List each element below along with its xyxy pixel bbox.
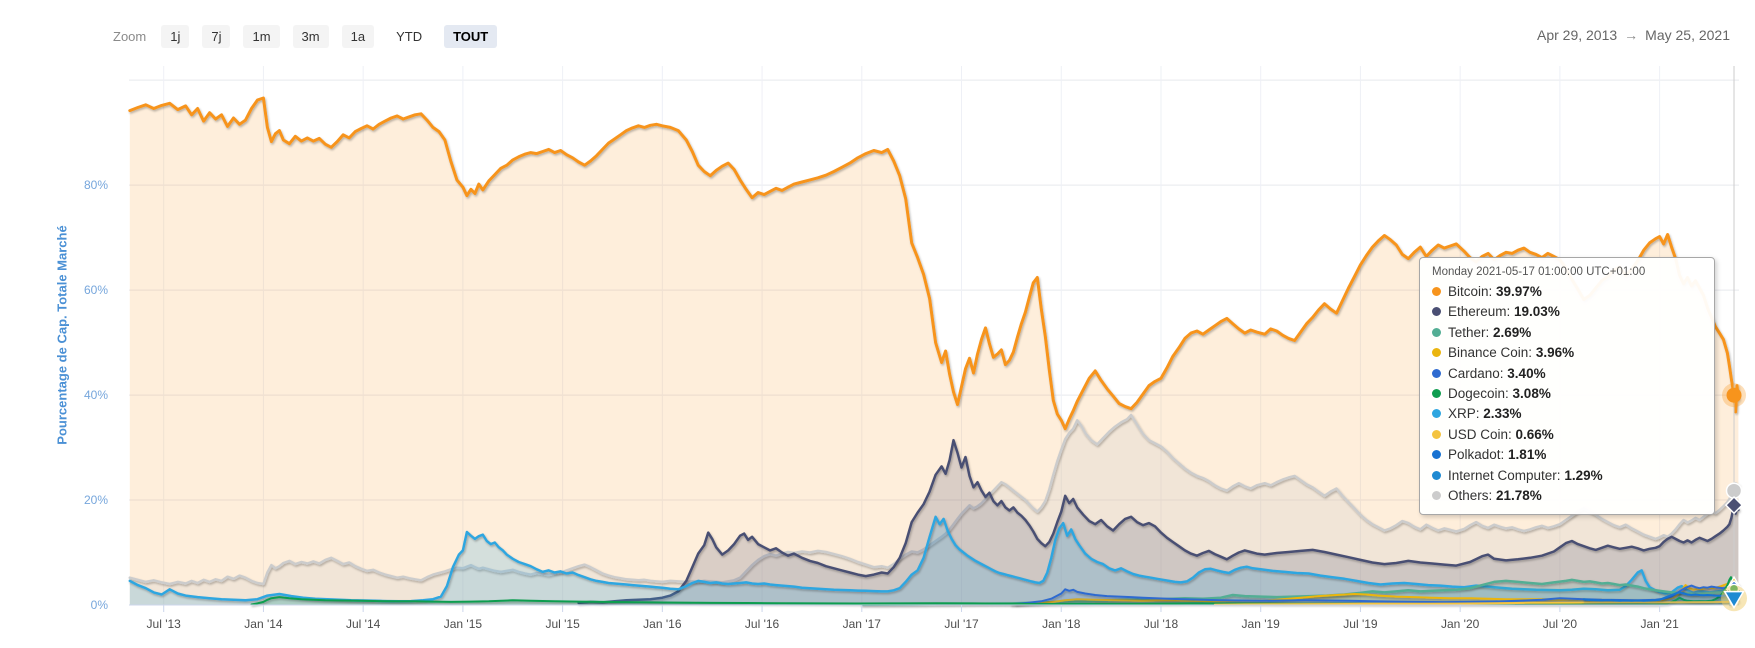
tooltip-row: Cardano: 3.40% (1432, 364, 1702, 384)
series-color-dot (1432, 287, 1441, 296)
svg-text:Jan '21: Jan '21 (1640, 617, 1679, 631)
svg-text:60%: 60% (84, 283, 108, 297)
series-color-dot (1432, 470, 1441, 480)
svg-text:Jul '17: Jul '17 (944, 617, 979, 631)
svg-text:Jul '14: Jul '14 (346, 617, 381, 631)
zoom-button-3m[interactable]: 3m (292, 25, 329, 48)
tooltip-rows: Bitcoin: 39.97% Ethereum: 19.03% Tether: 2… (1432, 282, 1702, 506)
zoom-button-1m[interactable]: 1m (243, 25, 280, 48)
tooltip-row: Polkadot: 1.81% (1432, 445, 1702, 465)
svg-text:40%: 40% (84, 388, 108, 402)
zoom-button-ytd[interactable]: YTD (387, 25, 431, 48)
tooltip-row: Tether: 2.69% (1432, 323, 1702, 343)
series-color-dot (1432, 327, 1441, 337)
zoom-button-7j[interactable]: 7j (202, 25, 231, 48)
svg-text:80%: 80% (84, 178, 108, 192)
zoom-button-tout[interactable]: TOUT (444, 25, 498, 48)
svg-text:Jul '18: Jul '18 (1144, 617, 1179, 631)
svg-text:Jan '16: Jan '16 (643, 617, 682, 631)
svg-text:Jul '20: Jul '20 (1543, 617, 1578, 631)
tooltip-row: Bitcoin: 39.97% (1432, 282, 1702, 302)
zoom-button-1j[interactable]: 1j (161, 25, 190, 48)
series-color-dot (1432, 389, 1441, 399)
tooltip-title: Monday 2021-05-17 01:00:00 UTC+01:00 (1432, 266, 1646, 278)
zoom-toolbar: Zoom 1j 7j 1m 3m 1a YTD TOUT (113, 25, 498, 48)
series-color-dot (1432, 409, 1441, 419)
tooltip-row: Ethereum: 19.03% (1432, 302, 1702, 322)
series-color-dot (1432, 307, 1441, 317)
date-range-to: May 25, 2021 (1645, 27, 1730, 43)
tooltip-row: Others: 21.78% (1432, 486, 1702, 506)
series-color-dot (1432, 348, 1441, 358)
zoom-label: Zoom (113, 29, 147, 44)
tooltip-row: USD Coin: 0.66% (1432, 425, 1702, 445)
svg-text:Jan '15: Jan '15 (444, 617, 483, 631)
series-color-dot (1432, 491, 1441, 501)
tooltip-row: Internet Computer: 1.29% (1432, 466, 1702, 486)
tooltip-row: Binance Coin: 3.96% (1432, 343, 1702, 363)
svg-text:0%: 0% (91, 598, 109, 612)
series-color-dot (1432, 368, 1441, 378)
svg-text:Jul '15: Jul '15 (545, 617, 580, 631)
arrow-right-icon: → (1624, 27, 1639, 43)
svg-text:Jul '13: Jul '13 (147, 617, 182, 631)
svg-text:Jan '18: Jan '18 (1042, 617, 1081, 631)
svg-text:Jul '16: Jul '16 (745, 617, 780, 631)
series-color-dot (1432, 429, 1441, 439)
svg-text:20%: 20% (84, 493, 108, 507)
svg-text:Jan '20: Jan '20 (1441, 617, 1480, 631)
date-range-from: Apr 29, 2013 (1536, 27, 1618, 43)
chart-tooltip: Monday 2021-05-17 01:00:00 UTC+01:00 Bit… (1419, 257, 1715, 516)
svg-text:Jan '14: Jan '14 (244, 617, 283, 631)
svg-text:Jan '17: Jan '17 (843, 617, 882, 631)
date-range: Apr 29, 2013 → May 25, 2021 (1537, 27, 1730, 43)
tooltip-row: Dogecoin: 3.08% (1432, 384, 1702, 404)
series-color-dot (1432, 450, 1441, 460)
svg-text:Jan '19: Jan '19 (1242, 617, 1281, 631)
tooltip-row: XRP: 2.33% (1432, 404, 1702, 424)
zoom-button-1a[interactable]: 1a (341, 25, 375, 48)
svg-text:Jul '19: Jul '19 (1343, 617, 1378, 631)
